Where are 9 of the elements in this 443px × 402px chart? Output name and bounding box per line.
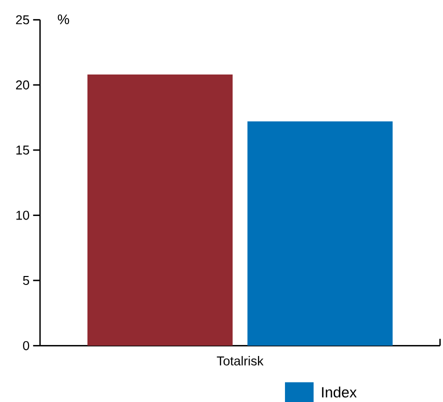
y-tick-label: 25 xyxy=(16,15,30,24)
legend-label: Index xyxy=(322,386,357,398)
y-tick-label: 10 xyxy=(16,210,30,220)
y-tick-label: 0 xyxy=(23,341,30,350)
y-tick-label: 15 xyxy=(16,146,30,155)
y-tick-label: 5 xyxy=(23,276,30,285)
y-axis-title: % xyxy=(58,14,70,24)
x-tick-label: Totalrisk xyxy=(216,356,264,366)
y-tick-label: 20 xyxy=(16,80,30,90)
